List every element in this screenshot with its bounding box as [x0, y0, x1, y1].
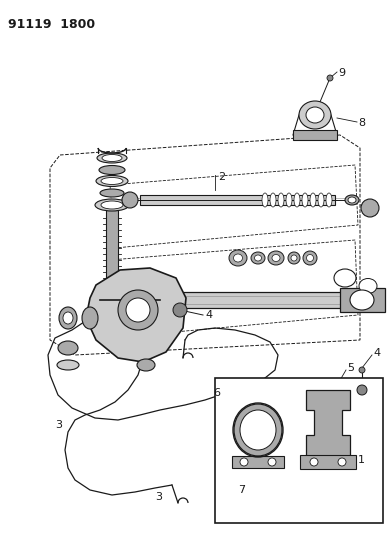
- Text: 3: 3: [55, 420, 62, 430]
- Ellipse shape: [58, 341, 78, 355]
- Ellipse shape: [57, 360, 79, 370]
- Ellipse shape: [97, 153, 127, 163]
- Ellipse shape: [251, 252, 265, 264]
- Text: 2: 2: [218, 172, 225, 182]
- Ellipse shape: [306, 107, 324, 123]
- Circle shape: [118, 290, 158, 330]
- Ellipse shape: [137, 359, 155, 371]
- Ellipse shape: [350, 290, 374, 310]
- Text: 5: 5: [347, 363, 354, 373]
- Ellipse shape: [101, 177, 123, 184]
- Ellipse shape: [229, 250, 247, 266]
- Ellipse shape: [303, 251, 317, 265]
- Polygon shape: [306, 390, 350, 460]
- Ellipse shape: [299, 101, 331, 129]
- Ellipse shape: [272, 254, 280, 262]
- Text: 1: 1: [358, 455, 365, 465]
- Ellipse shape: [359, 279, 377, 294]
- Ellipse shape: [59, 307, 77, 329]
- Text: 91119  1800: 91119 1800: [8, 18, 95, 31]
- Text: 7: 7: [238, 485, 245, 495]
- Bar: [340, 288, 385, 312]
- Bar: [215, 378, 383, 523]
- Circle shape: [126, 298, 150, 322]
- Circle shape: [310, 458, 318, 466]
- Ellipse shape: [82, 307, 98, 329]
- Ellipse shape: [95, 199, 129, 211]
- Ellipse shape: [262, 193, 268, 207]
- Ellipse shape: [255, 255, 262, 261]
- Ellipse shape: [302, 193, 308, 207]
- Ellipse shape: [288, 252, 300, 264]
- Text: 3: 3: [155, 492, 162, 502]
- Ellipse shape: [294, 193, 300, 207]
- Text: 9: 9: [338, 68, 345, 78]
- Bar: [106, 210, 118, 300]
- Ellipse shape: [318, 193, 324, 207]
- Circle shape: [357, 385, 367, 395]
- Bar: [140, 195, 335, 205]
- Ellipse shape: [334, 269, 356, 287]
- Ellipse shape: [240, 410, 276, 450]
- Text: 4: 4: [205, 310, 212, 320]
- Circle shape: [268, 458, 276, 466]
- Circle shape: [122, 192, 138, 208]
- Ellipse shape: [268, 251, 284, 265]
- Ellipse shape: [348, 197, 356, 203]
- Text: 6: 6: [213, 388, 220, 398]
- Ellipse shape: [310, 193, 316, 207]
- Ellipse shape: [307, 254, 314, 262]
- Ellipse shape: [345, 195, 359, 205]
- Bar: [293, 130, 337, 140]
- Circle shape: [359, 367, 365, 373]
- Polygon shape: [86, 268, 186, 362]
- Text: 8: 8: [358, 118, 365, 128]
- Ellipse shape: [234, 404, 282, 456]
- Ellipse shape: [99, 166, 125, 174]
- Circle shape: [338, 458, 346, 466]
- Circle shape: [240, 458, 248, 466]
- Ellipse shape: [63, 312, 73, 324]
- Ellipse shape: [96, 175, 128, 187]
- Text: 4: 4: [373, 348, 380, 358]
- Circle shape: [327, 75, 333, 81]
- Ellipse shape: [101, 201, 123, 209]
- Circle shape: [173, 303, 187, 317]
- Bar: [160, 292, 360, 308]
- Ellipse shape: [291, 255, 297, 261]
- Ellipse shape: [326, 193, 332, 207]
- Ellipse shape: [234, 254, 243, 262]
- Circle shape: [361, 199, 379, 217]
- Bar: [300, 455, 356, 469]
- Ellipse shape: [286, 193, 292, 207]
- Bar: [232, 456, 284, 468]
- Ellipse shape: [278, 193, 284, 207]
- Ellipse shape: [100, 189, 124, 197]
- Ellipse shape: [102, 155, 122, 161]
- Ellipse shape: [270, 193, 276, 207]
